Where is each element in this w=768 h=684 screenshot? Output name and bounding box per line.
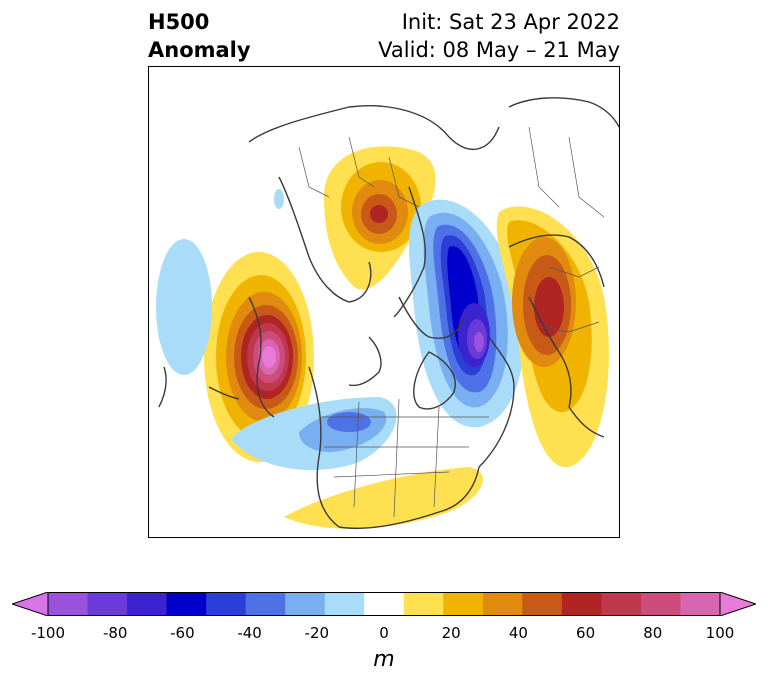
valid-range: Valid: 08 May – 21 May [378,38,620,62]
colorbar-tick-label: -60 [170,624,195,642]
colorbar-tick-label: 20 [441,624,461,642]
anomaly-map [148,66,620,538]
colorbar-tick-labels: -100 -80 -60 -40 -20 0 20 40 60 80 100 [0,624,768,646]
colorbar-swatch [127,592,168,616]
colorbar-tick-label: -40 [237,624,262,642]
colorbar-swatch [48,592,89,616]
anomaly-map-svg [156,97,619,530]
colorbar-tick-label: 100 [705,624,735,642]
colorbar-tick-label: 60 [576,624,596,642]
colorbar-swatch [601,592,642,616]
colorbar-tick-label: -80 [102,624,128,642]
colorbar-tick-label: 40 [508,624,528,642]
colorbar-extend-min [12,592,49,616]
colorbar-swatch [680,592,721,616]
chart-title-right: Init: Sat 23 Apr 2022 Valid: 08 May – 21… [378,8,620,64]
colorbar-swatch [206,592,247,616]
colorbar-swatch [324,592,365,616]
colorbar-swatch [364,592,405,616]
siberia-positive-anomaly [324,146,436,290]
title-variable: H500 [148,10,210,34]
colorbar-tick-label: -20 [304,624,330,642]
init-date: Init: Sat 23 Apr 2022 [401,10,620,34]
colorbar-swatch [561,592,602,616]
chart-title-left: H500 Anomaly [148,8,251,64]
colorbar-tick-label: -100 [30,624,66,642]
colorbar-swatch [166,592,207,616]
pacific-positive-anomaly [204,252,314,462]
small-negative-anomaly [274,189,284,209]
arctic-negative-anomaly [409,199,524,428]
colorbar-swatch [285,592,326,616]
west-negative-anomaly [156,239,212,375]
colorbar-swatch [443,592,484,616]
colorbar-swatch [522,592,563,616]
colorbar-unit-label: m [373,647,395,672]
colorbar-tick-label: 0 [379,624,389,642]
coastlines [158,97,619,530]
title-type: Anomaly [148,38,251,62]
colorbar [12,592,756,616]
europe-positive-anomaly [496,206,609,468]
colorbar-swatch [482,592,523,616]
colorbar-extend-max [719,592,756,616]
colorbar-swatch [245,592,286,616]
colorbar-swatch [640,592,681,616]
colorbar-swatch [403,592,444,616]
political-borders [298,126,605,518]
colorbar-frame [47,592,721,616]
colorbar-tick-label: 80 [643,624,663,642]
colorbar-swatch [87,592,128,616]
south-us-positive-anomaly [284,467,483,529]
